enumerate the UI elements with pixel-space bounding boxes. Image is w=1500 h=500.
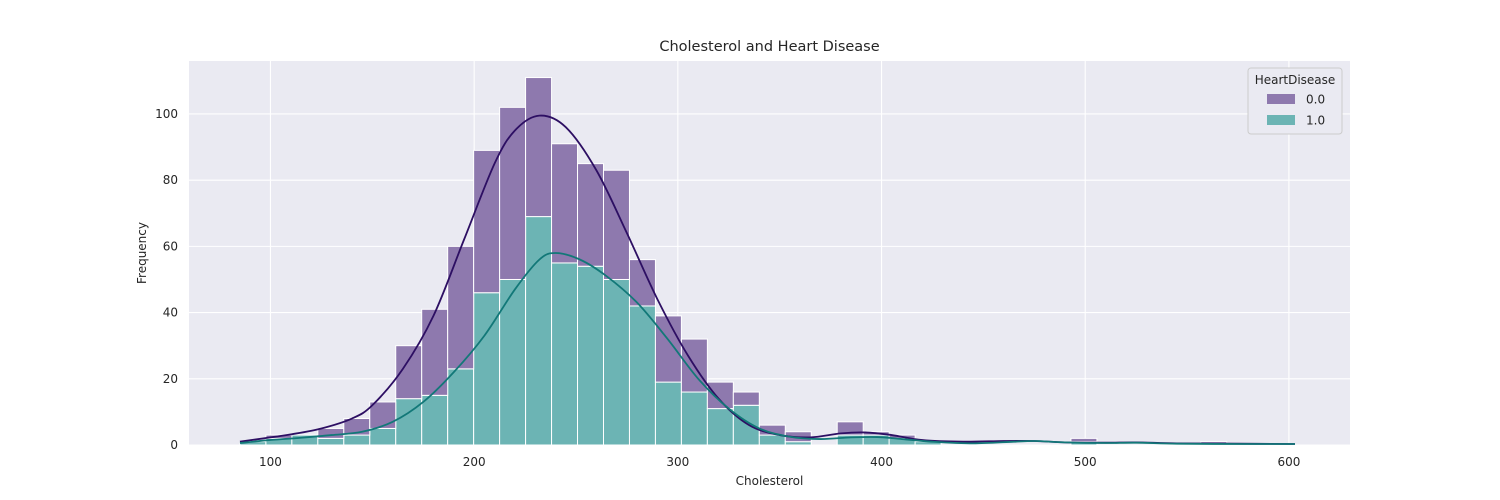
legend-swatch — [1267, 115, 1295, 125]
histogram-bar-0-0 — [602, 169, 630, 280]
x-axis-label: Cholesterol — [736, 474, 804, 488]
histogram-bar-1-0 — [758, 434, 786, 446]
x-tick-labels: 100 200 300 400 500 600 — [259, 455, 1300, 469]
legend: HeartDisease 0.0 1.0 — [1247, 67, 1343, 135]
kde-line-1-0 — [239, 252, 1296, 445]
y-axis-label: Frequency — [135, 222, 149, 284]
histogram-bar-1-0 — [473, 292, 501, 446]
y-tick-label: 0 — [170, 438, 178, 452]
histogram-bar-0-0 — [706, 381, 734, 410]
histogram-bar-1-0 — [421, 394, 449, 446]
x-tick-label: 100 — [259, 455, 282, 469]
histogram-bar-1-0 — [551, 262, 579, 446]
y-tick-label: 100 — [155, 107, 178, 121]
histogram-bar-1-0 — [602, 278, 630, 446]
histogram-bar-1-0 — [577, 265, 604, 446]
legend-entry-label: 1.0 — [1306, 114, 1325, 128]
histogram-bar-1-0 — [499, 278, 527, 446]
x-tick-label: 300 — [666, 455, 689, 469]
plot-area — [189, 61, 1350, 445]
legend-entry-label: 0.0 — [1306, 93, 1325, 107]
histogram-bar-1-0 — [317, 437, 345, 446]
histogram-bar-1-0 — [732, 404, 760, 446]
y-tick-label: 60 — [163, 239, 178, 253]
y-tick-labels: 0 20 40 60 80 100 — [155, 107, 178, 452]
histogram-bar-1-0 — [525, 216, 553, 446]
y-tick-label: 20 — [163, 372, 178, 386]
x-tick-label: 400 — [870, 455, 893, 469]
x-tick-label: 600 — [1277, 455, 1300, 469]
histogram-bar-1-0 — [654, 381, 682, 446]
histogram-bar-0-0 — [447, 245, 475, 370]
legend-title: HeartDisease — [1255, 73, 1336, 87]
legend-swatch — [1267, 94, 1295, 104]
x-tick-label: 500 — [1074, 455, 1097, 469]
histogram-bar-0-0 — [317, 427, 345, 439]
histogram-bar-0-0 — [577, 163, 604, 267]
histogram-bar-0-0 — [499, 106, 527, 280]
histogram-bar-1-0 — [628, 305, 656, 446]
y-tick-label: 40 — [163, 306, 178, 320]
histogram-bar-1-0 — [680, 391, 708, 446]
y-tick-label: 80 — [163, 173, 178, 187]
histogram-bar-0-0 — [525, 77, 553, 218]
histogram-bar-0-0 — [654, 315, 682, 383]
histogram-bar-0-0 — [473, 149, 501, 294]
histogram-bar-1-0 — [369, 427, 397, 446]
kde-curves — [239, 114, 1296, 445]
histogram-bar-0-0 — [1070, 437, 1098, 443]
histogram-bar-0-0 — [421, 308, 449, 396]
x-tick-label: 200 — [463, 455, 486, 469]
histogram-bar-0-0 — [369, 401, 397, 429]
histogram-bar-1-0 — [343, 434, 371, 446]
histogram-bar-0-0 — [551, 143, 579, 264]
histogram-bar-1-0 — [706, 408, 734, 446]
chart-title: Cholesterol and Heart Disease — [659, 39, 879, 55]
histogram-bar-0-0 — [732, 391, 760, 406]
histogram-bar-1-0 — [447, 368, 475, 446]
